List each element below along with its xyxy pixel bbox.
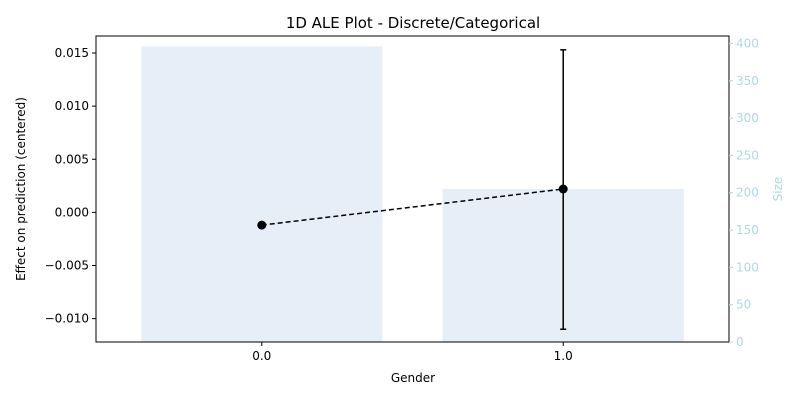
right-tick-label-5: 250 <box>736 148 759 162</box>
y-tick-label-2: 0.000 <box>55 205 89 219</box>
y-tick-label-4: 0.010 <box>55 99 89 113</box>
y-axis-label: Effect on prediction (centered) <box>14 97 28 281</box>
size-bar-0 <box>141 46 383 342</box>
plot-frame <box>95 35 730 343</box>
right-tick-label-3: 150 <box>736 223 759 237</box>
y-tick-label-3: 0.005 <box>55 152 89 166</box>
y-tick-label-1: −0.005 <box>45 259 89 273</box>
right-tick-label-2: 100 <box>736 260 759 274</box>
ale-point-0 <box>257 220 267 230</box>
ale-series <box>257 49 568 330</box>
right-tick-label-0: 0 <box>736 335 744 349</box>
y-tick-label-0: −0.010 <box>45 312 89 326</box>
chart-title: 1D ALE Plot - Discrete/Categorical <box>286 14 540 32</box>
size-bars <box>141 46 684 342</box>
ale-line <box>261 188 564 226</box>
right-tick-label-8: 400 <box>736 36 759 50</box>
x-axis-label: Gender <box>391 371 435 385</box>
x-tick-label-1: 1.0 <box>554 349 573 363</box>
x-tick-label-0: 0.0 <box>252 349 271 363</box>
axes: −0.010 −0.005 0.000 0.005 0.010 0.015 0 50 100 15… <box>45 36 759 363</box>
right-tick-label-4: 200 <box>736 186 759 200</box>
ale-point-1 <box>558 184 568 194</box>
y-tick-label-5: 0.015 <box>55 46 89 60</box>
right-tick-label-1: 50 <box>736 298 751 312</box>
right-tick-label-7: 350 <box>736 74 759 88</box>
right-axis-label: Size <box>771 177 785 202</box>
right-tick-label-6: 300 <box>736 111 759 125</box>
